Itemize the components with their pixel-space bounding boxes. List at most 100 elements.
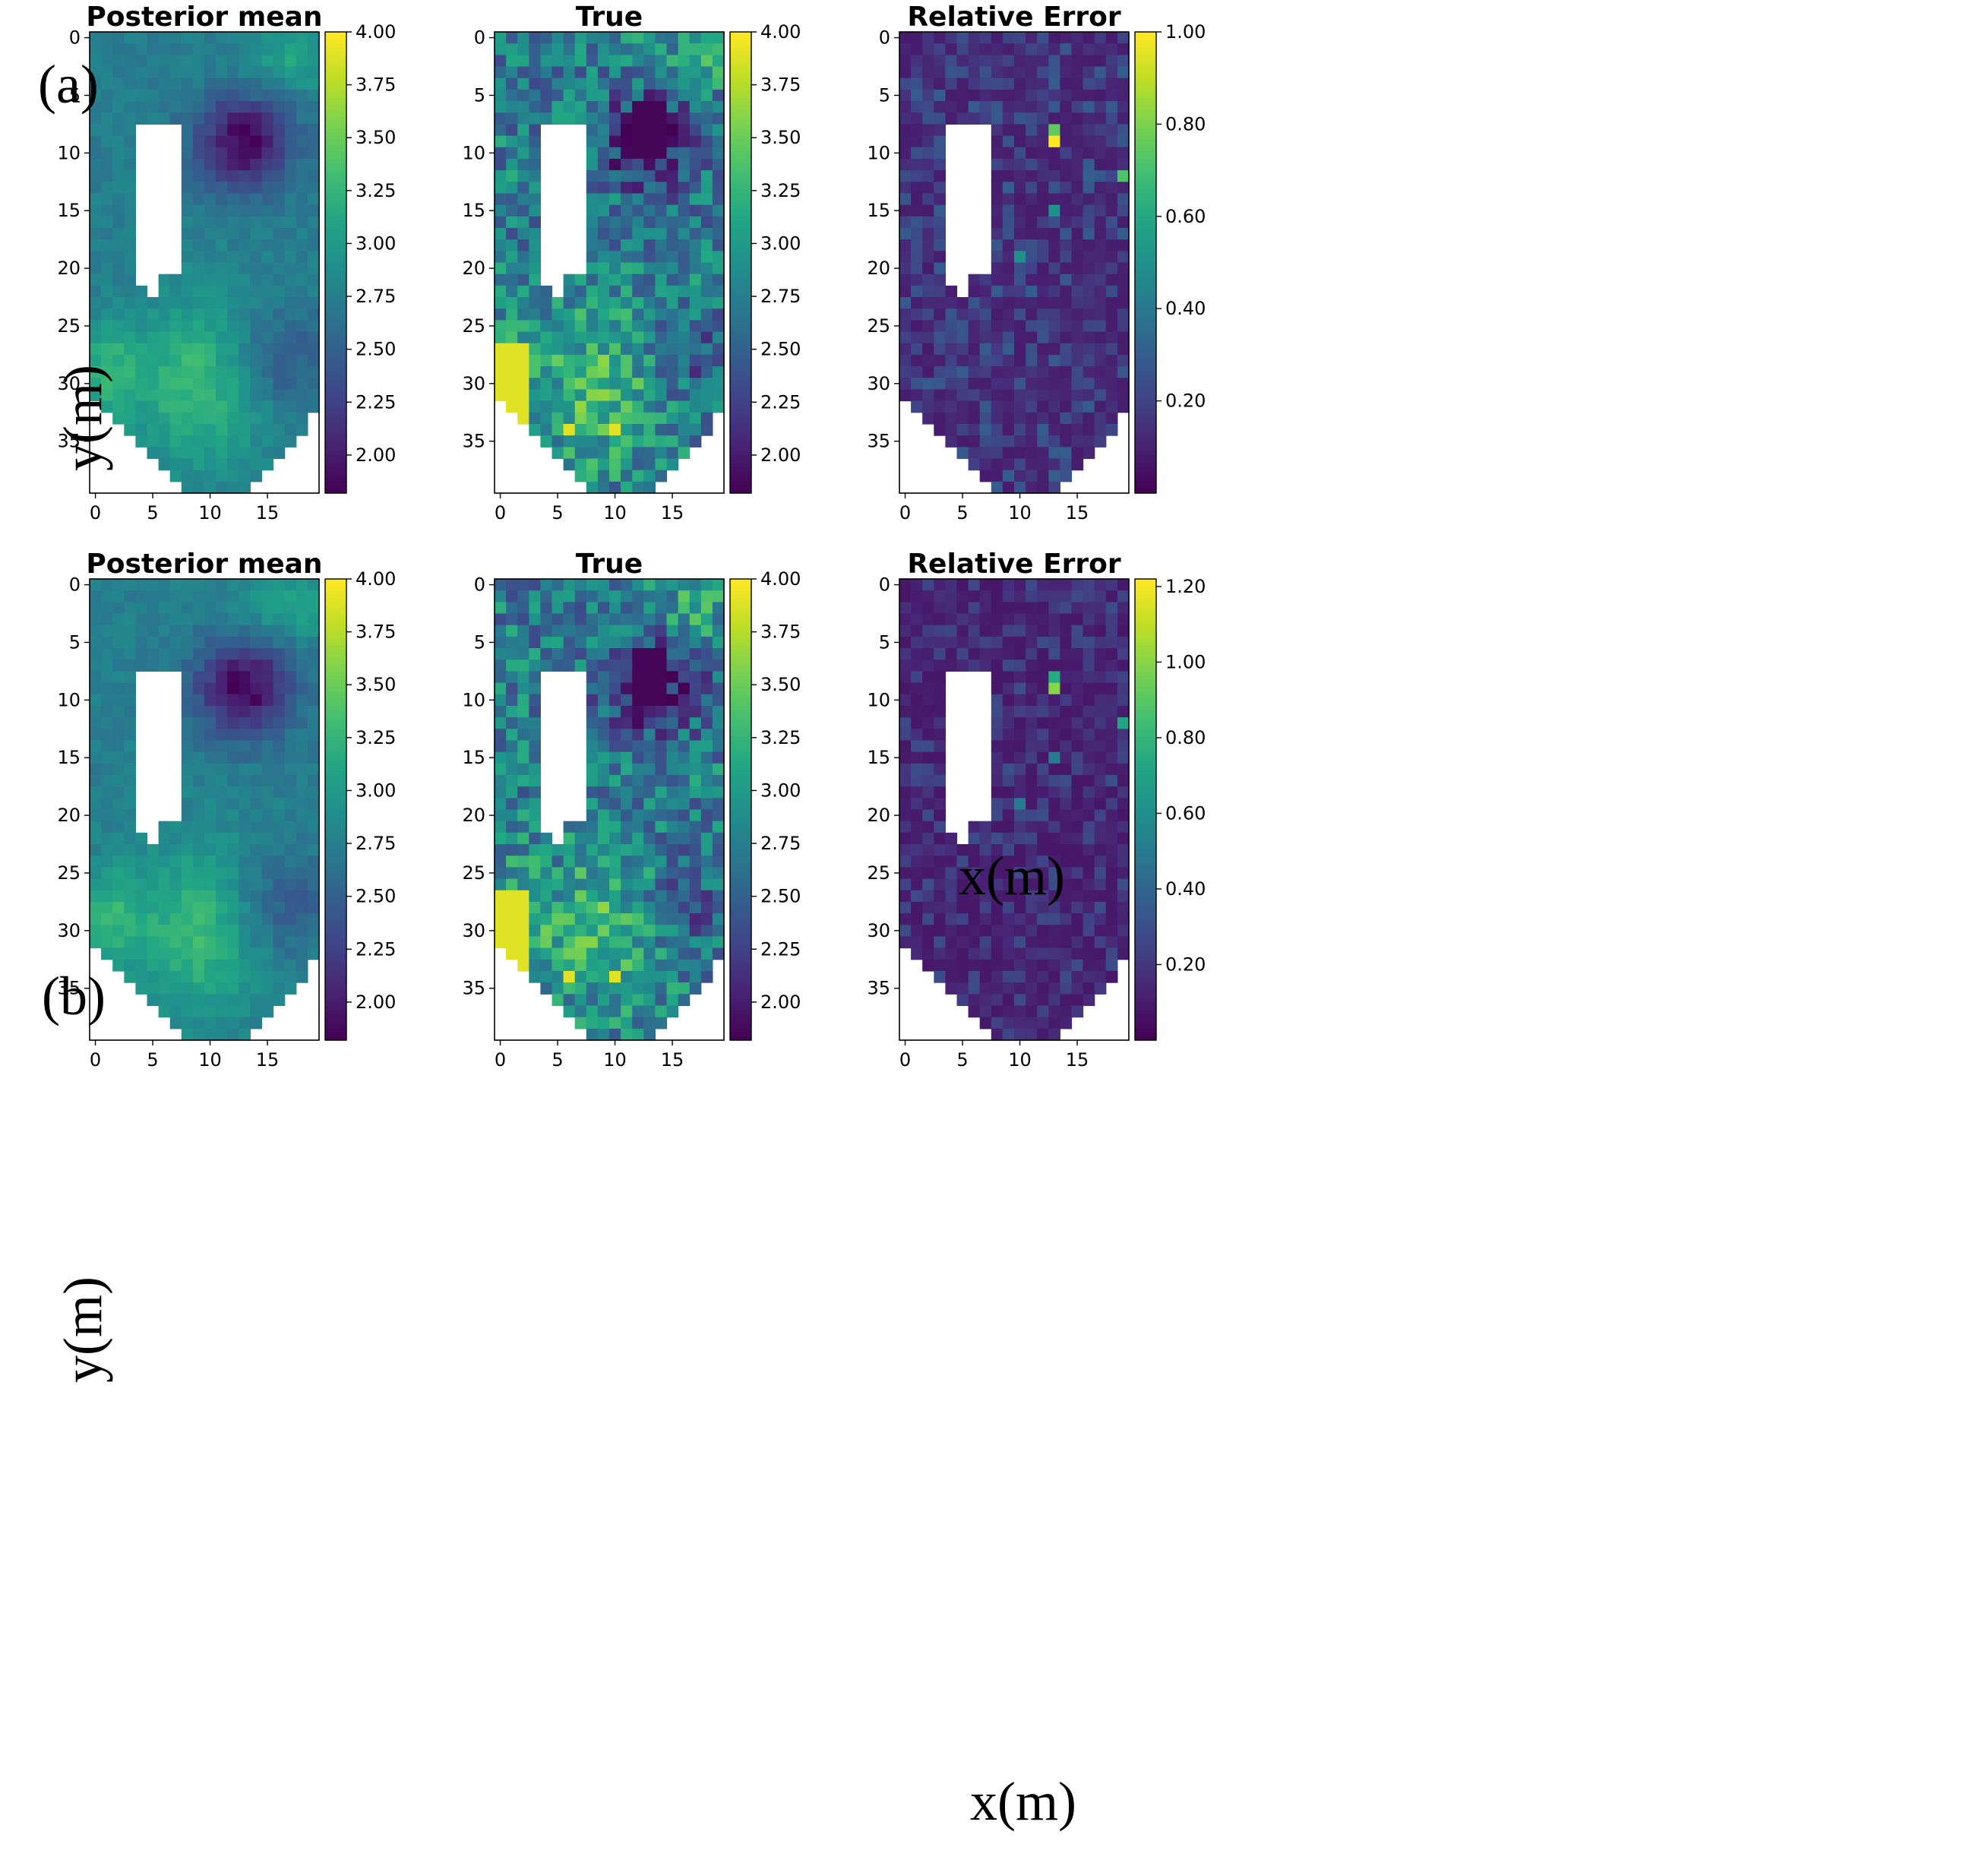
heatmap-cell	[90, 274, 102, 286]
heatmap-cell	[1002, 262, 1015, 275]
heatmap-cell	[678, 320, 691, 333]
heatmap-cell	[563, 297, 576, 309]
heatmap-cell	[261, 867, 274, 880]
heatmap-cell	[911, 101, 923, 113]
heatmap-cell	[689, 32, 702, 44]
heatmap-cell	[621, 77, 633, 90]
heatmap-cell	[979, 32, 992, 44]
colorbar-segment	[325, 362, 346, 367]
heatmap-cell	[192, 671, 205, 684]
heatmap-cell	[169, 43, 182, 55]
x-tick-label: 5	[956, 1049, 968, 1071]
heatmap-cell	[273, 239, 286, 251]
heatmap-cell	[101, 729, 113, 742]
heatmap-cell	[586, 366, 599, 378]
heatmap-cell	[135, 423, 148, 436]
heatmap-cell	[1048, 729, 1060, 742]
heatmap-cell	[261, 648, 274, 660]
heatmap-cell	[250, 124, 263, 137]
heatmap-cell	[204, 135, 216, 148]
heatmap-cell	[181, 227, 194, 240]
heatmap-cell	[968, 331, 981, 344]
heatmap-cell	[204, 435, 216, 448]
heatmap-cell	[934, 285, 946, 298]
heatmap-cell	[1060, 55, 1073, 68]
heatmap-cell	[124, 959, 136, 972]
heatmap-cell	[574, 648, 587, 660]
heatmap-cell	[1002, 343, 1015, 356]
heatmap-cell	[90, 77, 102, 90]
heatmap-cell	[307, 763, 320, 776]
heatmap-cell	[261, 705, 274, 718]
heatmap-cell	[529, 613, 541, 626]
colorbar-a-true: 2.002.252.502.753.003.253.503.754.00	[729, 21, 801, 494]
heatmap-cell	[922, 867, 934, 880]
heatmap-cell	[135, 936, 148, 949]
heatmap-cell	[1026, 66, 1038, 79]
heatmap-cell	[273, 112, 286, 125]
heatmap-cell	[90, 204, 102, 217]
heatmap-cell	[922, 147, 934, 160]
heatmap-cell	[216, 878, 228, 891]
heatmap-cell	[586, 297, 599, 309]
colorbar-segment	[325, 74, 346, 79]
heatmap-cell	[1060, 705, 1073, 718]
heatmap-cell	[90, 659, 102, 672]
heatmap-cell	[1060, 982, 1073, 995]
colorbar-segment	[325, 732, 346, 737]
heatmap-cell	[101, 798, 113, 811]
colorbar-segment	[325, 147, 346, 152]
heatmap-cell	[273, 970, 286, 983]
heatmap-cell	[968, 400, 981, 413]
colorbar-segment	[1135, 1020, 1156, 1026]
heatmap-cell	[1105, 239, 1118, 251]
heatmap-cell	[991, 936, 1003, 949]
heatmap-cell	[261, 947, 274, 960]
heatmap-cell	[1048, 890, 1060, 903]
heatmap-cell	[597, 648, 610, 660]
heatmap-cell	[169, 947, 182, 960]
heatmap-cell	[632, 913, 644, 925]
heatmap-cell	[689, 625, 702, 637]
heatmap-cell	[239, 763, 251, 776]
heatmap-cell	[563, 354, 576, 367]
heatmap-cell	[216, 239, 228, 251]
heatmap-cell	[261, 901, 274, 914]
heatmap-cell	[597, 729, 610, 742]
heatmap-cell	[968, 613, 981, 626]
heatmap-cell	[181, 751, 194, 764]
heatmap-cell	[204, 182, 216, 195]
heatmap-cell	[1014, 55, 1026, 68]
colorbar-tick-label: 3.25	[356, 727, 396, 748]
heatmap-cell	[181, 798, 194, 811]
heatmap-cell	[239, 32, 251, 44]
heatmap-cell	[968, 274, 981, 286]
heatmap-cell	[678, 147, 691, 160]
heatmap-cell	[563, 1005, 576, 1018]
heatmap-cell	[192, 274, 205, 286]
heatmap-cell	[991, 239, 1003, 251]
heatmap-cell	[112, 659, 125, 672]
heatmap-cell	[250, 878, 263, 891]
heatmap-cell	[991, 458, 1003, 471]
heatmap-cell	[1048, 936, 1060, 949]
heatmap-cell	[563, 856, 576, 868]
heatmap-cell	[261, 343, 274, 356]
heatmap-cell	[204, 1028, 216, 1041]
heatmap-cell	[307, 331, 320, 344]
heatmap-cell	[273, 32, 286, 44]
heatmap-cell	[192, 740, 205, 753]
heatmap-cell	[540, 878, 553, 891]
heatmap-cell	[181, 579, 194, 591]
heatmap-cell	[1117, 158, 1130, 171]
heatmap-cell	[934, 751, 946, 764]
heatmap-cell	[261, 959, 274, 972]
heatmap-cell	[147, 925, 160, 938]
heatmap-cell	[284, 147, 297, 160]
heatmap-cell	[273, 412, 286, 425]
heatmap-cell	[1037, 717, 1049, 729]
heatmap-cell	[181, 867, 194, 880]
heatmap-cell	[1117, 147, 1130, 160]
heatmap-cell	[506, 809, 518, 822]
heatmap-cell	[563, 625, 576, 637]
